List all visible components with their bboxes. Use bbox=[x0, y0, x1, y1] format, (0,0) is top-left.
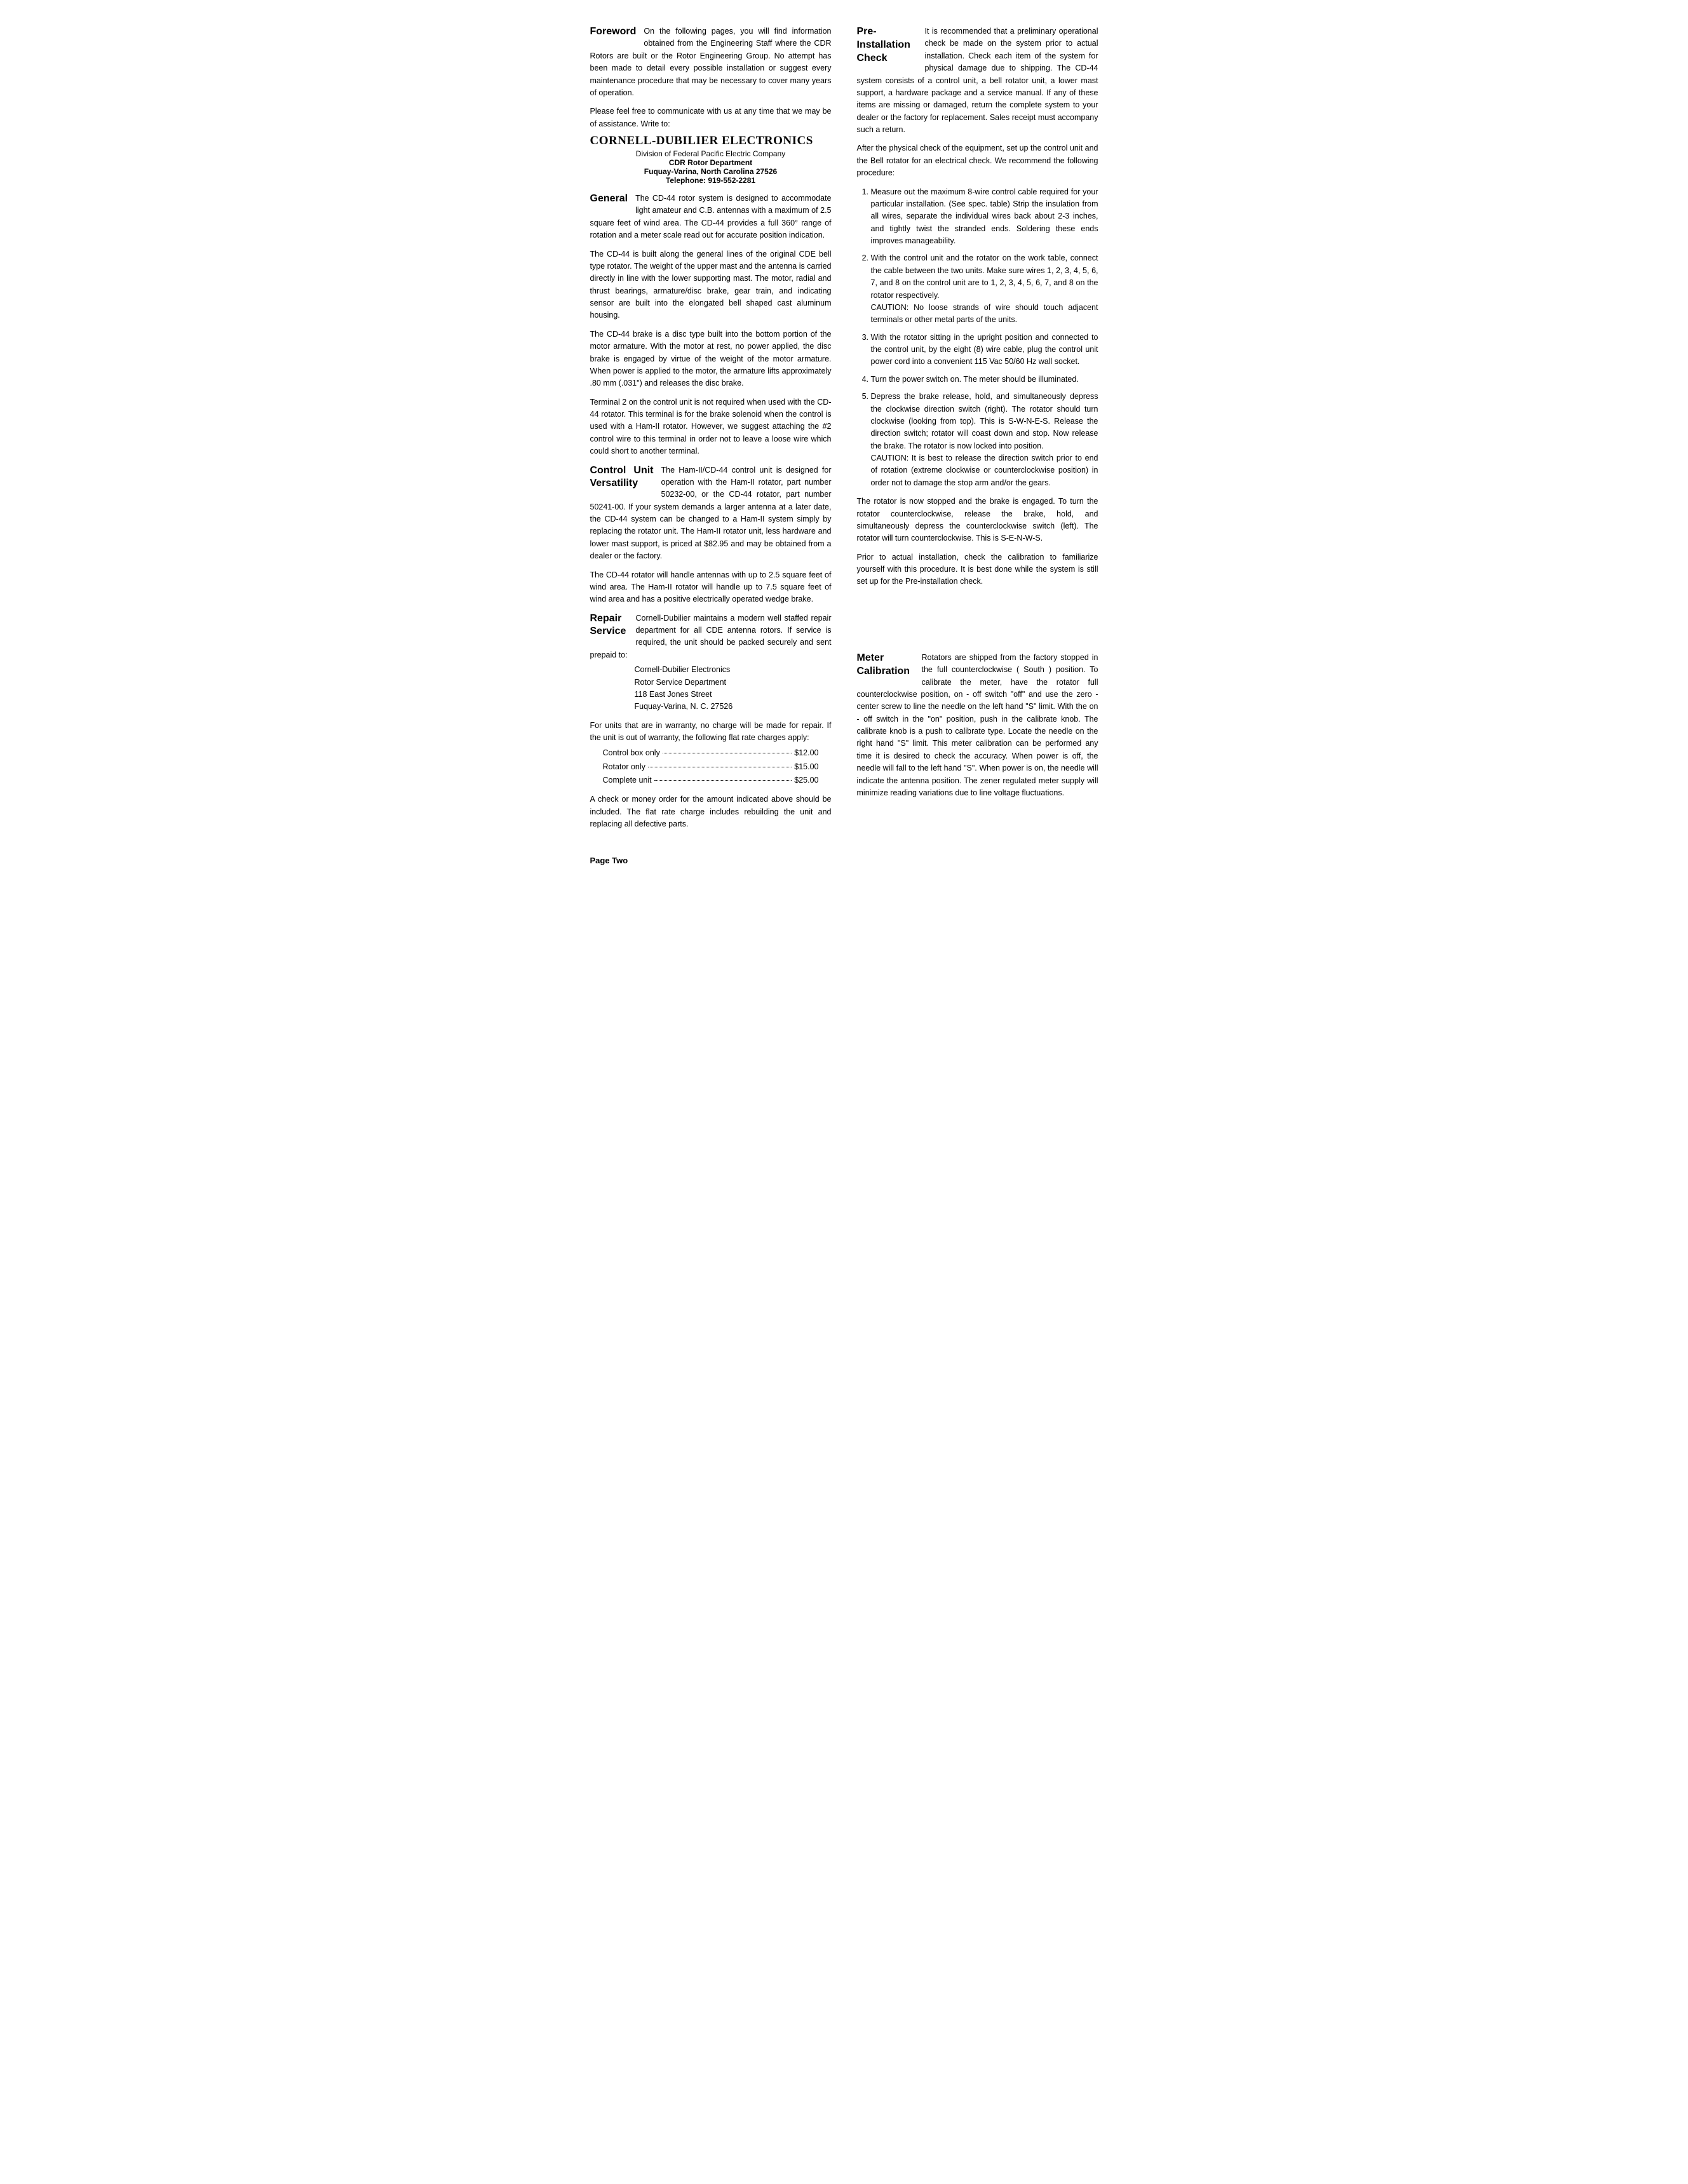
repair-addr-2: Rotor Service Department bbox=[635, 677, 832, 689]
company-division: Division of Federal Pacific Electric Com… bbox=[590, 149, 832, 158]
repair-heading: Repair Service bbox=[590, 612, 628, 639]
page-number: Page Two bbox=[590, 856, 1098, 865]
repair-addr-3: 118 East Jones Street bbox=[635, 689, 832, 701]
meter-block: MeterCalibration Rotators are shipped fr… bbox=[857, 652, 1098, 800]
procedure-step-text: Depress the brake release, hold, and sim… bbox=[871, 392, 1098, 487]
company-name: CORNELL-DUBILIER ELECTRONICS bbox=[590, 134, 832, 148]
repair-address: Cornell-Dubilier Electronics Rotor Servi… bbox=[635, 664, 832, 713]
versatility-block: Control Unit Versatility The Ham-II/CD-4… bbox=[590, 464, 832, 563]
company-telephone: Telephone: 919-552-2281 bbox=[590, 176, 832, 185]
price-dots bbox=[663, 746, 792, 753]
meter-heading: MeterCalibration bbox=[857, 652, 914, 678]
general-heading: General bbox=[590, 192, 628, 206]
price-table: Control box only $12.00 Rotator only $15… bbox=[603, 746, 832, 787]
repair-block: Repair Service Cornell-Dubilier maintain… bbox=[590, 612, 832, 662]
preinstall-text-4: Prior to actual installation, check the … bbox=[857, 551, 1098, 588]
procedure-step: With the control unit and the rotator on… bbox=[871, 252, 1098, 326]
price-row: Complete unit $25.00 bbox=[603, 774, 819, 787]
repair-addr-1: Cornell-Dubilier Electronics bbox=[635, 664, 832, 676]
procedure-step: Measure out the maximum 8-wire control c… bbox=[871, 186, 1098, 248]
price-label: Complete unit bbox=[603, 774, 652, 787]
left-column: Foreword On the following pages, you wil… bbox=[590, 25, 832, 837]
general-text-2: The CD-44 is built along the general lin… bbox=[590, 248, 832, 322]
price-value: $12.00 bbox=[794, 746, 818, 760]
procedure-step-text: Measure out the maximum 8-wire control c… bbox=[871, 187, 1098, 246]
procedure-step: With the rotator sitting in the upright … bbox=[871, 332, 1098, 368]
two-column-layout: Foreword On the following pages, you wil… bbox=[590, 25, 1098, 837]
preinstall-text-2: After the physical check of the equipmen… bbox=[857, 142, 1098, 179]
procedure-step-text: Turn the power switch on. The meter shou… bbox=[871, 375, 1079, 384]
page: Foreword On the following pages, you wil… bbox=[558, 0, 1130, 897]
repair-addr-4: Fuquay-Varina, N. C. 27526 bbox=[635, 701, 832, 713]
price-row: Rotator only $15.00 bbox=[603, 760, 819, 774]
preinstall-text-3: The rotator is now stopped and the brake… bbox=[857, 495, 1098, 545]
price-label: Control box only bbox=[603, 746, 660, 760]
price-label: Rotator only bbox=[603, 760, 645, 774]
foreword-text-2: Please feel free to communicate with us … bbox=[590, 105, 832, 130]
procedure-step: Depress the brake release, hold, and sim… bbox=[871, 391, 1098, 489]
company-dept: CDR Rotor Department bbox=[590, 158, 832, 167]
procedure-step-text: With the control unit and the rotator on… bbox=[871, 253, 1098, 324]
versatility-heading: Control Unit Versatility bbox=[590, 464, 654, 491]
price-dots bbox=[654, 774, 792, 781]
preinstall-block: Pre-InstallationCheck It is recommended … bbox=[857, 25, 1098, 136]
price-value: $25.00 bbox=[794, 774, 818, 787]
price-value: $15.00 bbox=[794, 760, 818, 774]
price-dots bbox=[648, 760, 792, 767]
versatility-text-2: The CD-44 rotator will handle antennas w… bbox=[590, 569, 832, 606]
price-row: Control box only $12.00 bbox=[603, 746, 819, 760]
general-text-4: Terminal 2 on the control unit is not re… bbox=[590, 396, 832, 458]
foreword-heading: Foreword bbox=[590, 25, 637, 39]
foreword-block: Foreword On the following pages, you wil… bbox=[590, 25, 832, 99]
preinstall-heading: Pre-InstallationCheck bbox=[857, 25, 917, 65]
procedure-step: Turn the power switch on. The meter shou… bbox=[871, 374, 1098, 386]
spacer bbox=[857, 595, 1098, 652]
procedure-list: Measure out the maximum 8-wire control c… bbox=[857, 186, 1098, 490]
repair-text-3: A check or money order for the amount in… bbox=[590, 793, 832, 830]
company-address: Fuquay-Varina, North Carolina 27526 bbox=[590, 167, 832, 176]
general-text-3: The CD-44 brake is a disc type built int… bbox=[590, 328, 832, 390]
general-block: General The CD-44 rotor system is design… bbox=[590, 192, 832, 242]
repair-text-2: For units that are in warranty, no charg… bbox=[590, 720, 832, 745]
procedure-step-text: With the rotator sitting in the upright … bbox=[871, 333, 1098, 367]
right-column: Pre-InstallationCheck It is recommended … bbox=[857, 25, 1098, 837]
